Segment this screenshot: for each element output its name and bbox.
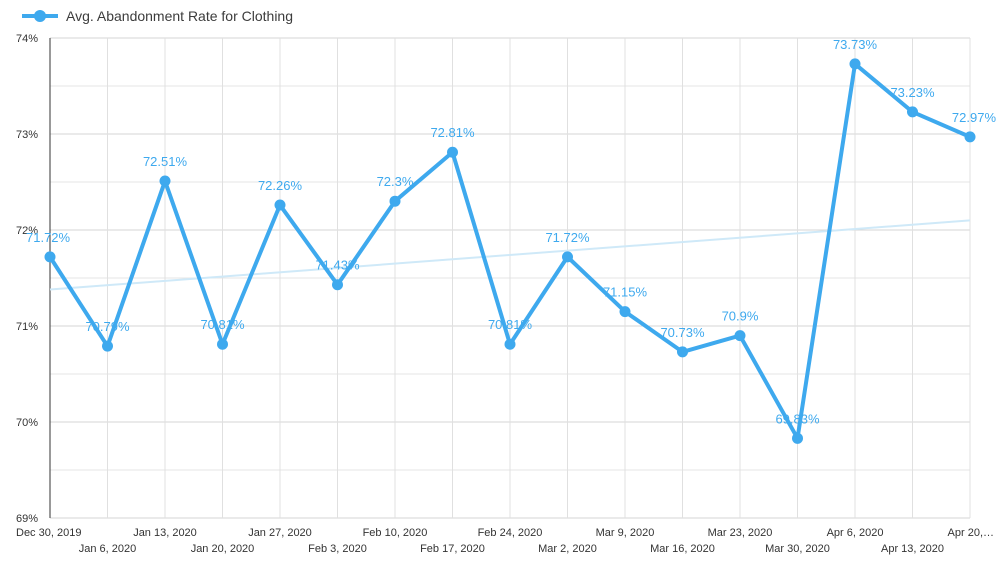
x-tick-label: Mar 23, 2020 — [708, 527, 773, 539]
x-tick-label: Jan 20, 2020 — [191, 543, 255, 555]
x-tick-label: Apr 6, 2020 — [827, 527, 884, 539]
data-point — [447, 146, 458, 158]
data-label: 73.73% — [833, 37, 878, 52]
data-label: 72.51% — [143, 154, 188, 169]
x-tick-label: Mar 9, 2020 — [596, 527, 655, 539]
data-point — [677, 346, 688, 358]
legend-line-icon — [22, 10, 58, 22]
data-label: 69.83% — [775, 411, 820, 426]
data-label: 73.23% — [890, 85, 935, 100]
x-tick-label: Mar 30, 2020 — [765, 543, 830, 555]
data-point — [332, 279, 343, 291]
x-tick-label: Feb 3, 2020 — [308, 543, 367, 555]
data-point — [849, 58, 861, 70]
data-point — [504, 338, 516, 350]
data-label: 71.72% — [545, 230, 590, 245]
data-point — [964, 131, 976, 143]
data-point — [734, 330, 746, 342]
data-label: 70.81% — [200, 317, 245, 332]
y-tick-label: 72% — [16, 225, 38, 237]
data-label: 71.43% — [315, 258, 360, 273]
data-label: 72.97% — [952, 110, 997, 125]
data-point — [907, 106, 918, 118]
x-tick-label: Apr 20,… — [948, 527, 994, 539]
data-label: 70.79% — [85, 319, 130, 334]
data-label: 70.81% — [488, 317, 533, 332]
x-tick-label: Apr 13, 2020 — [881, 543, 944, 555]
legend-label: Avg. Abandonment Rate for Clothing — [66, 8, 294, 24]
data-point — [217, 338, 228, 350]
y-tick-label: 74% — [16, 33, 38, 45]
data-label: 72.26% — [258, 178, 303, 193]
data-label: 70.9% — [722, 309, 759, 324]
x-tick-label: Feb 24, 2020 — [478, 527, 543, 539]
data-point — [562, 251, 573, 263]
data-point — [159, 175, 171, 187]
legend: Avg. Abandonment Rate for Clothing — [20, 6, 293, 26]
x-tick-label: Dec 30, 2019 — [16, 527, 81, 539]
x-tick-label: Feb 10, 2020 — [363, 527, 428, 539]
data-label: 70.73% — [660, 325, 705, 340]
data-label: 72.81% — [430, 125, 475, 140]
data-label: 72.3% — [377, 174, 414, 189]
data-point — [389, 195, 401, 207]
x-tick-label: Feb 17, 2020 — [420, 543, 485, 555]
x-tick-label: Mar 2, 2020 — [538, 543, 597, 555]
y-tick-label: 69% — [16, 513, 38, 525]
x-tick-label: Jan 27, 2020 — [248, 527, 312, 539]
data-point — [102, 340, 113, 352]
data-point — [274, 199, 286, 211]
data-point — [619, 306, 631, 318]
x-tick-label: Jan 6, 2020 — [79, 543, 137, 555]
data-point — [44, 251, 56, 263]
data-label: 71.72% — [26, 230, 71, 245]
y-tick-label: 73% — [16, 129, 38, 141]
data-point — [792, 432, 803, 444]
data-label: 71.15% — [603, 285, 648, 300]
y-tick-label: 70% — [16, 417, 38, 429]
y-tick-label: 71% — [16, 321, 38, 333]
x-tick-label: Jan 13, 2020 — [133, 527, 197, 539]
x-tick-label: Mar 16, 2020 — [650, 543, 715, 555]
trendline — [49, 219, 971, 291]
